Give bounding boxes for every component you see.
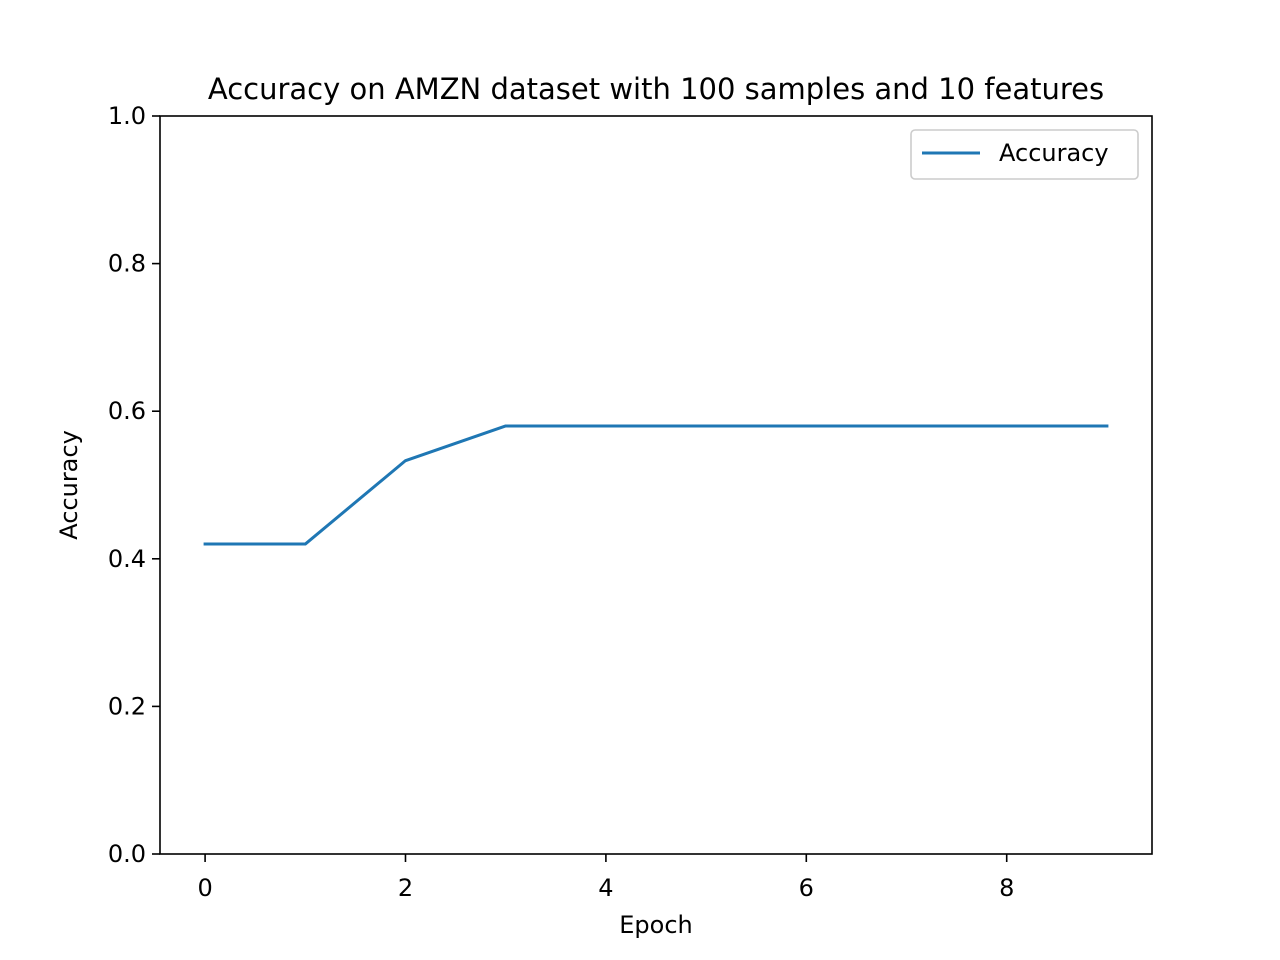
x-axis-label: Epoch [619, 911, 693, 939]
plot-series-group [203, 424, 1109, 546]
y-axis-label: Accuracy [55, 430, 83, 540]
y-axis: 0.0 0.2 0.4 0.6 0.8 1.0 [108, 102, 160, 868]
x-tick-label: 6 [799, 874, 814, 902]
y-tick-label: 0.4 [108, 545, 146, 573]
series-line-accuracy [203, 424, 1109, 546]
y-tick-label: 0.8 [108, 250, 146, 278]
y-tick-label: 0.6 [108, 397, 146, 425]
x-tick-label: 2 [398, 874, 413, 902]
legend: Accuracy [910, 129, 1139, 180]
y-tick-label: 0.2 [108, 692, 146, 720]
x-tick-label: 4 [598, 874, 613, 902]
legend-label-accuracy: Accuracy [999, 139, 1109, 167]
x-tick-label: 0 [197, 874, 212, 902]
x-axis: 0 2 4 6 8 [197, 854, 1014, 902]
chart-title: Accuracy on AMZN dataset with 100 sample… [208, 72, 1104, 106]
y-tick-label: 1.0 [108, 102, 146, 130]
plot-frame [159, 115, 1153, 855]
y-tick-label: 0.0 [108, 840, 146, 868]
x-tick-label: 8 [999, 874, 1014, 902]
legend-box [910, 129, 1139, 180]
